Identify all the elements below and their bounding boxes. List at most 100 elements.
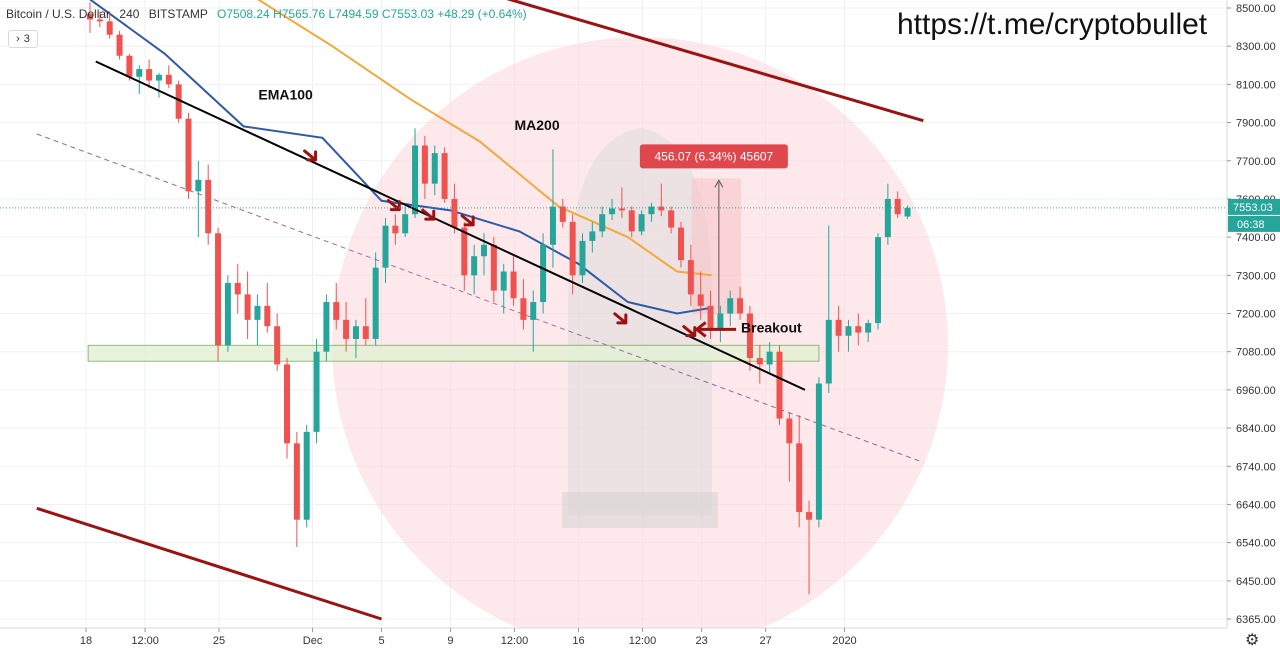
candle-body — [855, 326, 862, 333]
price-tick-label: 8300.00 — [1236, 41, 1276, 53]
candle-body — [865, 323, 872, 333]
candle-body — [894, 198, 901, 215]
watermark-circle — [332, 37, 948, 628]
watermark-bullet-base — [562, 492, 718, 528]
ema100-line — [89, 0, 712, 315]
indicator-count: 3 — [23, 33, 30, 45]
candle-body — [737, 298, 744, 314]
candle-body — [490, 244, 497, 291]
price-tick-label: 6960.00 — [1236, 385, 1276, 397]
price-tick-label: 6740.00 — [1236, 461, 1276, 473]
candle-body — [293, 443, 300, 520]
last-price-badge — [1228, 198, 1280, 215]
time-tick-label: 5 — [378, 635, 384, 647]
annotation-arrow — [460, 214, 475, 227]
chevron-right-icon: › — [16, 33, 20, 45]
candle-body — [776, 351, 783, 419]
exchange-label: BITSTAMP — [148, 7, 208, 21]
annotation-label: MA200 — [514, 117, 559, 133]
plot-area: EMA100 MA200 Breakout 456.07 (6.34%) 45607 — [0, 0, 1227, 628]
candle-body — [224, 282, 231, 346]
candle-body — [362, 326, 369, 339]
candle-body — [185, 118, 192, 192]
candle-body — [668, 210, 675, 228]
watermark-bullet — [568, 128, 712, 515]
ma200-line — [257, 0, 712, 277]
price-tick-label: 7200.00 — [1236, 309, 1276, 321]
indicators-collapse-button[interactable]: › 3 — [8, 30, 38, 48]
annotation-arrow — [613, 312, 628, 325]
price-tick-label: 8500.00 — [1236, 3, 1276, 15]
candle-body — [87, 13, 93, 20]
candle-body — [323, 302, 330, 352]
candle-body — [343, 319, 350, 339]
candle-body — [392, 225, 399, 234]
change-value: +48.29 (+0.64%) — [437, 7, 527, 21]
gear-icon[interactable]: ⚙ — [1245, 632, 1260, 649]
candle-body — [559, 206, 566, 222]
annotation-label: Breakout — [741, 320, 802, 336]
open-value: O7508.24 — [217, 7, 270, 21]
time-tick-label: 16 — [572, 635, 584, 647]
telegram-link-text: https://t.me/cryptobullet — [897, 8, 1208, 41]
time-tick-label: 12:00 — [131, 635, 159, 647]
candle-body — [727, 298, 734, 314]
candle-body — [845, 326, 852, 336]
candle-body — [796, 443, 803, 513]
high-value: H7565.76 — [273, 7, 326, 21]
measure-box — [691, 178, 742, 315]
channel-lower-line — [36, 506, 382, 621]
candle-body — [569, 221, 576, 276]
chart-header: Bitcoin / U.S. Dollar 240 BITSTAMP O7508… — [6, 7, 527, 21]
support-zone — [87, 344, 820, 362]
candle-body — [875, 237, 881, 324]
candle-body — [244, 294, 251, 320]
candle-body — [687, 260, 694, 295]
time-tick-label: 12:00 — [629, 635, 657, 647]
candle-body — [678, 227, 684, 261]
candle-body — [628, 210, 635, 232]
candle-body — [825, 319, 832, 384]
candle-body — [520, 298, 527, 320]
candle-body — [274, 326, 281, 365]
candle-body — [352, 326, 359, 339]
price-tick-label: 7400.00 — [1236, 232, 1276, 244]
candle-body — [697, 294, 704, 306]
ohlc-values: O7508.24 H7565.76 L7494.59 C7553.03 +48.… — [217, 7, 527, 21]
symbol-name[interactable]: Bitcoin / U.S. Dollar — [6, 7, 111, 21]
candle-body — [471, 256, 478, 276]
measure-arrowhead — [714, 179, 724, 188]
candle-body — [106, 21, 113, 35]
interval-label[interactable]: 240 — [119, 7, 140, 21]
candle-body — [116, 34, 123, 56]
candle-body — [234, 282, 241, 295]
time-tick-label: 2020 — [832, 635, 856, 647]
candle-body — [618, 208, 625, 211]
candle-body — [175, 84, 182, 119]
candle-body — [264, 305, 271, 327]
breakout-arrow-head — [694, 321, 707, 338]
candle-body — [205, 179, 212, 234]
price-axis-bg — [1227, 0, 1280, 650]
low-value: L7494.59 — [328, 7, 379, 21]
price-tick-label: 7900.00 — [1236, 118, 1276, 130]
price-tick-label: 7300.00 — [1236, 270, 1276, 282]
candle-body — [481, 244, 487, 257]
candle-body — [382, 225, 389, 268]
price-tick-label: 6640.00 — [1236, 499, 1276, 511]
time-tick-label: Dec — [303, 635, 323, 647]
candle-body — [648, 206, 655, 215]
candle-body — [421, 145, 428, 184]
candle-body — [835, 319, 842, 336]
candle-body — [96, 19, 103, 22]
candle-body — [599, 214, 606, 232]
candle-body — [579, 240, 586, 276]
candle-body — [638, 214, 645, 232]
annotation-label: EMA100 — [258, 87, 313, 103]
candle-body — [530, 302, 537, 320]
candle-body — [658, 206, 665, 211]
candle-body — [786, 418, 793, 444]
price-tick-label: 6450.00 — [1236, 576, 1276, 588]
